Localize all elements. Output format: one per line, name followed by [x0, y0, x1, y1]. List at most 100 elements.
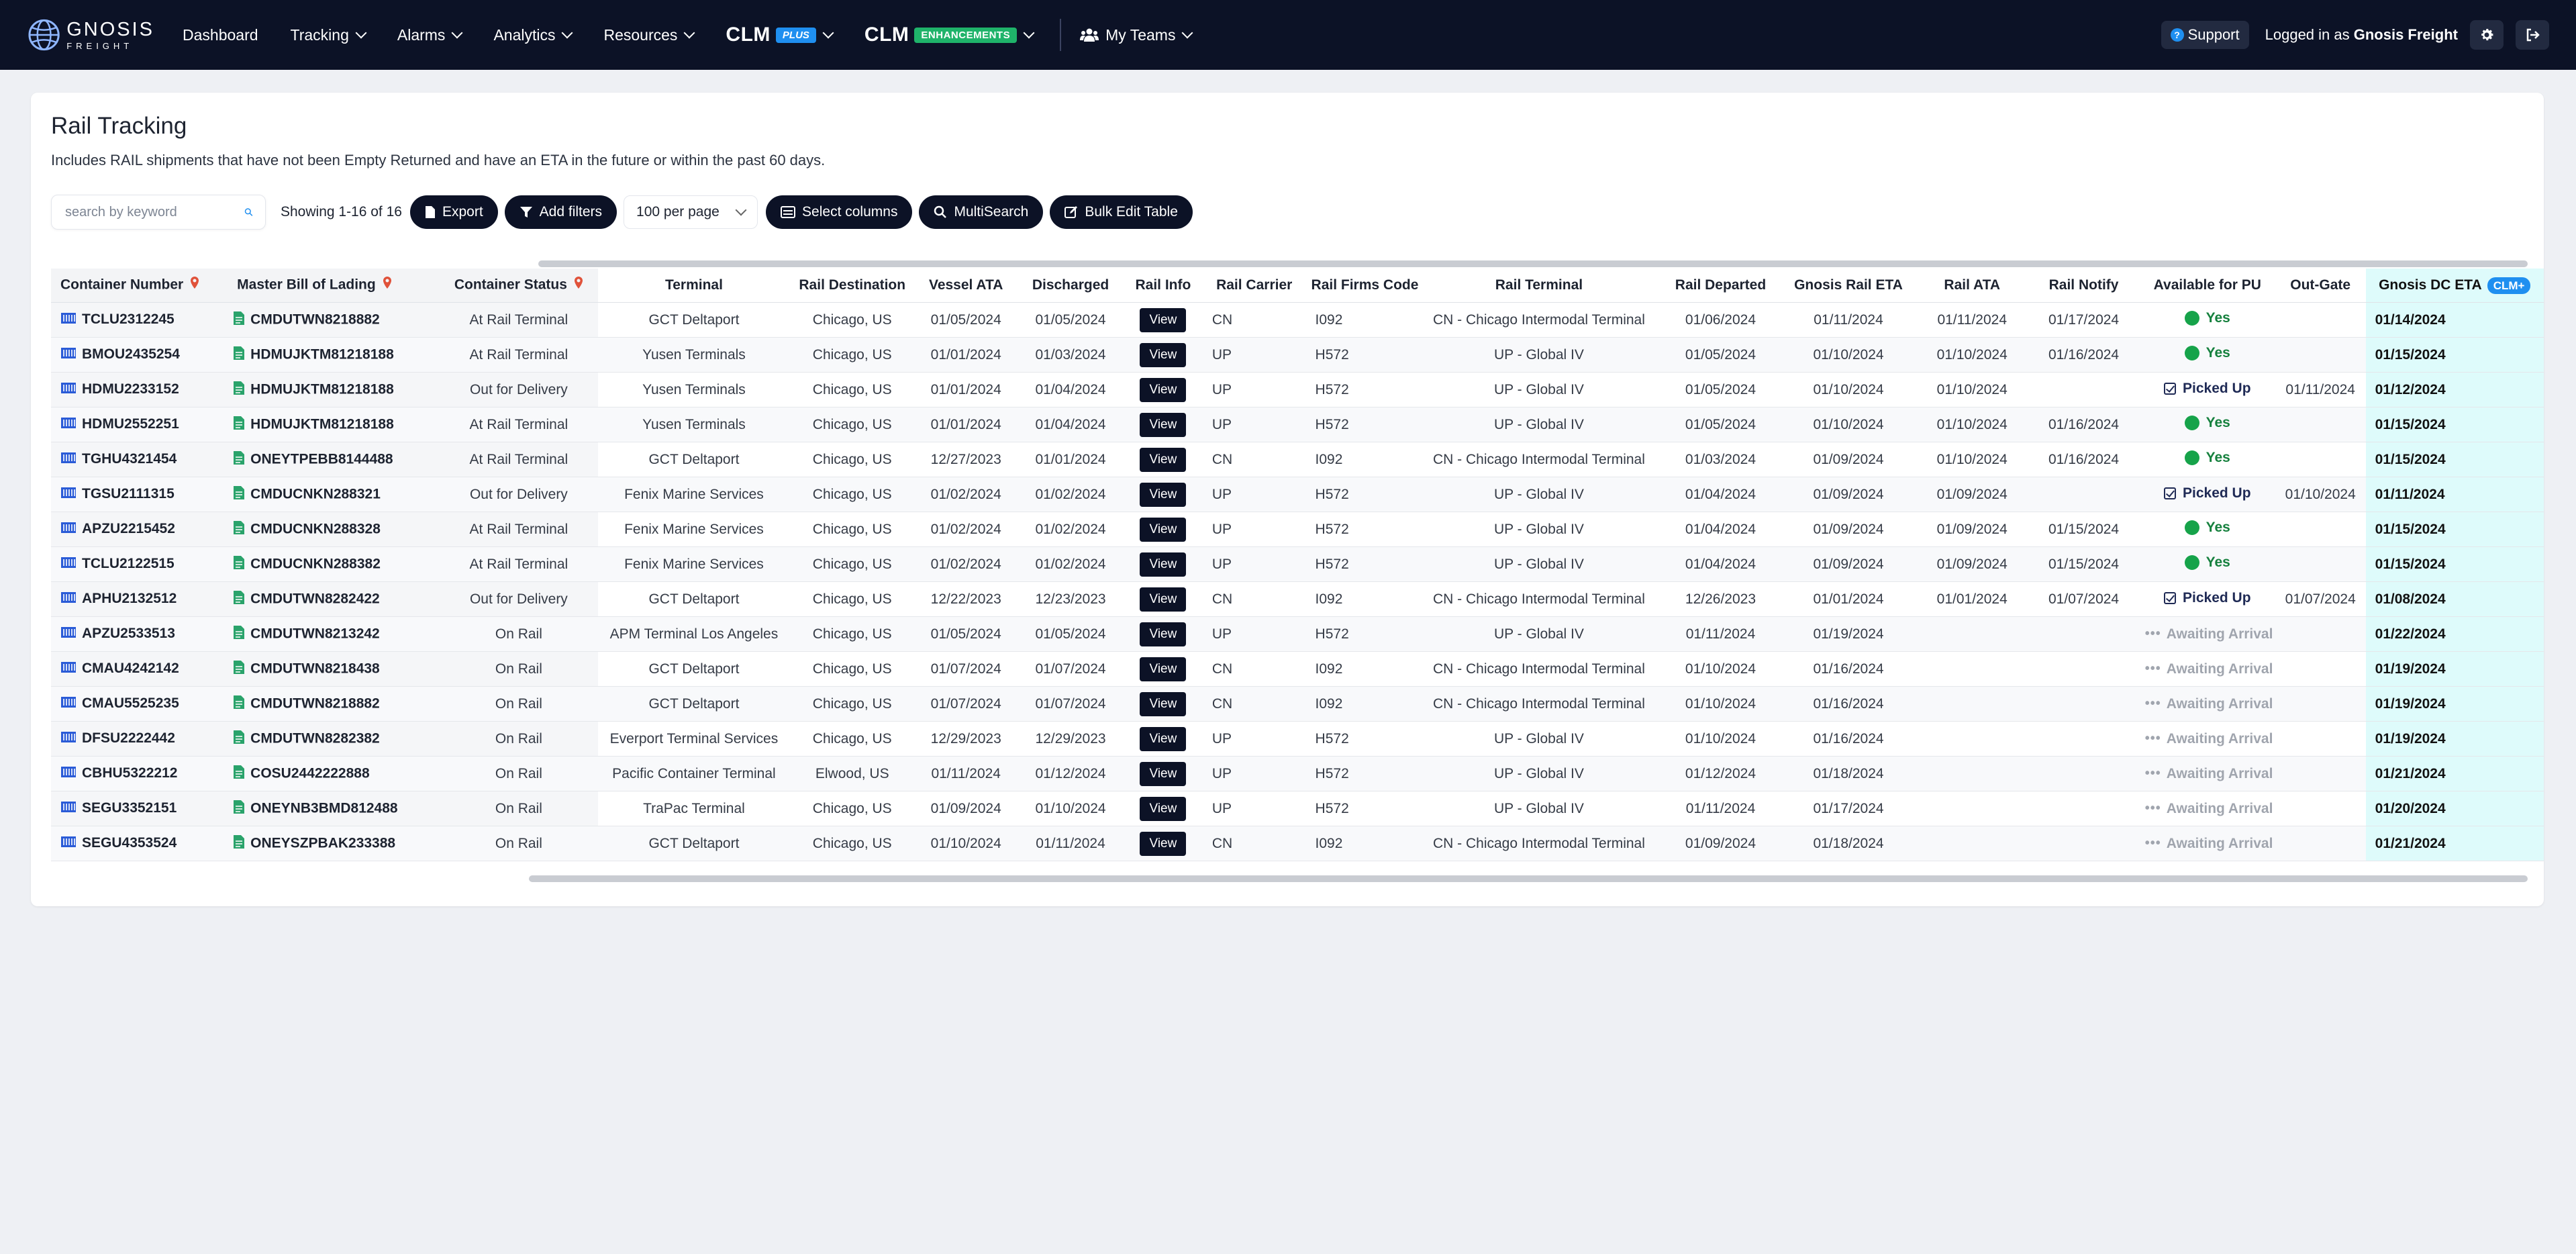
table-row[interactable]: TGHU4321454 ONEYTPEBB8144488 At Rail Termi… — [51, 442, 2544, 477]
col-vessel-ata[interactable]: Vessel ATA — [914, 269, 1018, 303]
nav-tracking[interactable]: Tracking — [291, 26, 367, 44]
export-button[interactable]: Export — [409, 195, 498, 229]
nav-alarms[interactable]: Alarms — [397, 26, 463, 44]
container-number-cell[interactable]: SEGU3352151 — [51, 791, 228, 826]
view-rail-info-button[interactable]: View — [1140, 796, 1187, 821]
mbl-cell[interactable]: CMDUTWN8218882 — [228, 302, 440, 338]
mbl-cell[interactable]: CMDUTWN8218438 — [228, 651, 440, 687]
container-number-cell[interactable]: APZU2533513 — [51, 616, 228, 652]
view-rail-info-button[interactable]: View — [1140, 307, 1187, 332]
col-rail-ata[interactable]: Rail ATA — [1916, 269, 2028, 303]
view-rail-info-button[interactable]: View — [1140, 377, 1187, 402]
container-number-cell[interactable]: CBHU5322212 — [51, 756, 228, 791]
mbl-cell[interactable]: ONEYSZPBAK233388 — [228, 826, 440, 861]
mbl-cell[interactable]: CMDUTWN8282422 — [228, 581, 440, 617]
table-row[interactable]: TCLU2312245 CMDUTWN8218882 At Rail Termina… — [51, 302, 2544, 338]
view-rail-info-button[interactable]: View — [1140, 517, 1187, 542]
search-input[interactable] — [64, 203, 244, 221]
container-number-cell[interactable]: CMAU5525235 — [51, 686, 228, 722]
container-number-cell[interactable]: TCLU2122515 — [51, 546, 228, 582]
container-number-cell[interactable]: HDMU2233152 — [51, 372, 228, 407]
nav-dashboard[interactable]: Dashboard — [183, 26, 258, 44]
col-rail-firms-code[interactable]: Rail Firms Code — [1305, 269, 1418, 303]
support-button[interactable]: ? Support — [2161, 21, 2249, 49]
per-page-select[interactable]: 100 per page — [624, 195, 758, 229]
table-row[interactable]: CMAU5525235 CMDUTWN8218882 On Rail GCT Delt… — [51, 686, 2544, 722]
col-rail-terminal[interactable]: Rail Terminal — [1417, 269, 1661, 303]
view-rail-info-button[interactable]: View — [1140, 761, 1187, 786]
table-row[interactable]: TGSU2111315 CMDUCNKN288321 Out for Deliver… — [51, 477, 2544, 512]
nav-my-teams[interactable]: My Teams — [1080, 26, 1193, 44]
container-number-cell[interactable]: CMAU4242142 — [51, 651, 228, 687]
col-terminal[interactable]: Terminal — [597, 269, 791, 303]
mbl-cell[interactable]: CMDUTWN8282382 — [228, 721, 440, 757]
table-row[interactable]: HDMU2233152 HDMUJKTM81218188 Out for Deliv… — [51, 372, 2544, 407]
container-number-cell[interactable]: BMOU2435254 — [51, 337, 228, 373]
search-icon[interactable] — [244, 205, 253, 220]
col-discharged[interactable]: Discharged — [1018, 269, 1124, 303]
view-rail-info-button[interactable]: View — [1140, 552, 1187, 577]
settings-button[interactable] — [2470, 20, 2504, 50]
col-rail-info[interactable]: Rail Info — [1123, 269, 1203, 303]
table-row[interactable]: HDMU2552251 HDMUJKTM81218188 At Rail Termi… — [51, 407, 2544, 442]
container-number-cell[interactable]: TGHU4321454 — [51, 442, 228, 477]
table-row[interactable]: DFSU2222442 CMDUTWN8282382 On Rail Everport… — [51, 721, 2544, 757]
nav-analytics[interactable]: Analytics — [493, 26, 573, 44]
mbl-cell[interactable]: HDMUJKTM81218188 — [228, 407, 440, 442]
view-rail-info-button[interactable]: View — [1140, 622, 1187, 646]
view-rail-info-button[interactable]: View — [1140, 831, 1187, 856]
brand-logo[interactable]: GNOSIS FREIGHT — [27, 17, 154, 52]
col-rail-notify[interactable]: Rail Notify — [2028, 269, 2140, 303]
view-rail-info-button[interactable]: View — [1140, 587, 1187, 612]
mbl-cell[interactable]: CMDUCNKN288328 — [228, 512, 440, 547]
col-container-status[interactable]: Container Status — [439, 269, 598, 303]
col-gnosis-rail-eta[interactable]: Gnosis Rail ETA — [1780, 269, 1917, 303]
mbl-cell[interactable]: HDMUJKTM81218188 — [228, 372, 440, 407]
col-available-for-pu[interactable]: Available for PU — [2139, 269, 2275, 303]
horizontal-scrollbar-top[interactable] — [538, 260, 2528, 267]
container-number-cell[interactable]: APHU2132512 — [51, 581, 228, 617]
view-rail-info-button[interactable]: View — [1140, 342, 1187, 367]
col-mbl[interactable]: Master Bill of Lading — [228, 269, 440, 303]
logout-button[interactable] — [2516, 20, 2549, 50]
select-columns-button[interactable]: Select columns — [766, 195, 913, 229]
table-row[interactable]: CBHU5322212 COSU2442222888 On Rail Pacific … — [51, 756, 2544, 791]
col-out-gate[interactable]: Out-Gate — [2275, 269, 2366, 303]
table-row[interactable]: SEGU4353524 ONEYSZPBAK233388 On Rail GCT De… — [51, 826, 2544, 861]
mbl-cell[interactable]: CMDUTWN8218882 — [228, 686, 440, 722]
container-number-cell[interactable]: DFSU2222442 — [51, 721, 228, 757]
mbl-cell[interactable]: CMDUCNKN288382 — [228, 546, 440, 582]
mbl-cell[interactable]: COSU2442222888 — [228, 756, 440, 791]
multisearch-button[interactable]: MultiSearch — [919, 195, 1044, 229]
col-rail-destination[interactable]: Rail Destination — [790, 269, 915, 303]
table-row[interactable]: APZU2533513 CMDUTWN8213242 On Rail APM Term… — [51, 616, 2544, 652]
pin-icon[interactable] — [574, 277, 583, 294]
view-rail-info-button[interactable]: View — [1140, 691, 1187, 716]
container-number-cell[interactable]: HDMU2552251 — [51, 407, 228, 442]
add-filters-button[interactable]: Add filters — [504, 195, 617, 229]
pin-icon[interactable] — [383, 277, 392, 294]
view-rail-info-button[interactable]: View — [1140, 726, 1187, 751]
mbl-cell[interactable]: CMDUCNKN288321 — [228, 477, 440, 512]
view-rail-info-button[interactable]: View — [1140, 657, 1187, 681]
table-row[interactable]: APZU2215452 CMDUCNKN288328 At Rail Termina… — [51, 512, 2544, 547]
nav-resources[interactable]: Resources — [603, 26, 695, 44]
nav-clm-enhancements[interactable]: CLM ENHANCEMENTS — [864, 23, 1035, 46]
col-gnosis-dc-eta[interactable]: Gnosis DC ETA CLM+ — [2365, 269, 2544, 303]
container-number-cell[interactable]: TCLU2312245 — [51, 302, 228, 338]
mbl-cell[interactable]: CMDUTWN8213242 — [228, 616, 440, 652]
col-rail-carrier[interactable]: Rail Carrier — [1202, 269, 1306, 303]
pin-icon[interactable] — [190, 277, 199, 294]
mbl-cell[interactable]: ONEYNB3BMD812488 — [228, 791, 440, 826]
view-rail-info-button[interactable]: View — [1140, 482, 1187, 507]
mbl-cell[interactable]: HDMUJKTM81218188 — [228, 337, 440, 373]
nav-clm-plus[interactable]: CLM PLUS — [726, 23, 834, 46]
view-rail-info-button[interactable]: View — [1140, 447, 1187, 472]
container-number-cell[interactable]: APZU2215452 — [51, 512, 228, 547]
container-number-cell[interactable]: TGSU2111315 — [51, 477, 228, 512]
container-number-cell[interactable]: SEGU4353524 — [51, 826, 228, 861]
bulk-edit-button[interactable]: Bulk Edit Table — [1050, 195, 1193, 229]
table-row[interactable]: BMOU2435254 HDMUJKTM81218188 At Rail Termi… — [51, 337, 2544, 373]
table-row[interactable]: APHU2132512 CMDUTWN8282422 Out for Deliver… — [51, 581, 2544, 617]
table-row[interactable]: TCLU2122515 CMDUCNKN288382 At Rail Termina… — [51, 546, 2544, 582]
